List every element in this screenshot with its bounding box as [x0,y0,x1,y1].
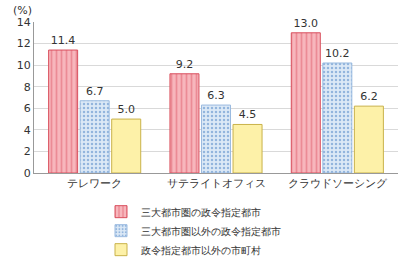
svg-text:テレワーク: テレワーク [67,177,122,190]
svg-text:クラウドソーシング: クラウドソーシング [288,177,388,190]
svg-text:2: 2 [24,145,31,158]
svg-text:4: 4 [24,124,31,137]
svg-text:6.7: 6.7 [86,85,104,98]
svg-text:5.0: 5.0 [117,103,134,116]
svg-text:13.0: 13.0 [294,17,319,30]
svg-text:6.2: 6.2 [360,90,378,103]
svg-text:10: 10 [17,59,31,72]
svg-text:サテライトオフィス: サテライトオフィス [167,177,266,190]
svg-text:(%): (%) [13,4,32,17]
svg-text:8: 8 [24,81,31,94]
svg-text:6.3: 6.3 [207,89,225,102]
svg-text:三大都市圏以外の政令指定都市: 三大都市圏以外の政令指定都市 [141,226,281,237]
svg-text:0: 0 [24,167,31,180]
svg-text:政令指定都市以外の市町村: 政令指定都市以外の市町村 [141,245,261,256]
svg-text:14: 14 [17,16,31,29]
svg-text:9.2: 9.2 [176,58,194,71]
svg-text:10.2: 10.2 [325,47,350,60]
svg-text:三大都市圏の政令指定都市: 三大都市圏の政令指定都市 [141,207,261,218]
svg-text:11.4: 11.4 [51,34,76,47]
svg-text:4.5: 4.5 [239,108,256,121]
svg-text:12: 12 [17,37,31,50]
svg-text:6: 6 [24,102,31,115]
